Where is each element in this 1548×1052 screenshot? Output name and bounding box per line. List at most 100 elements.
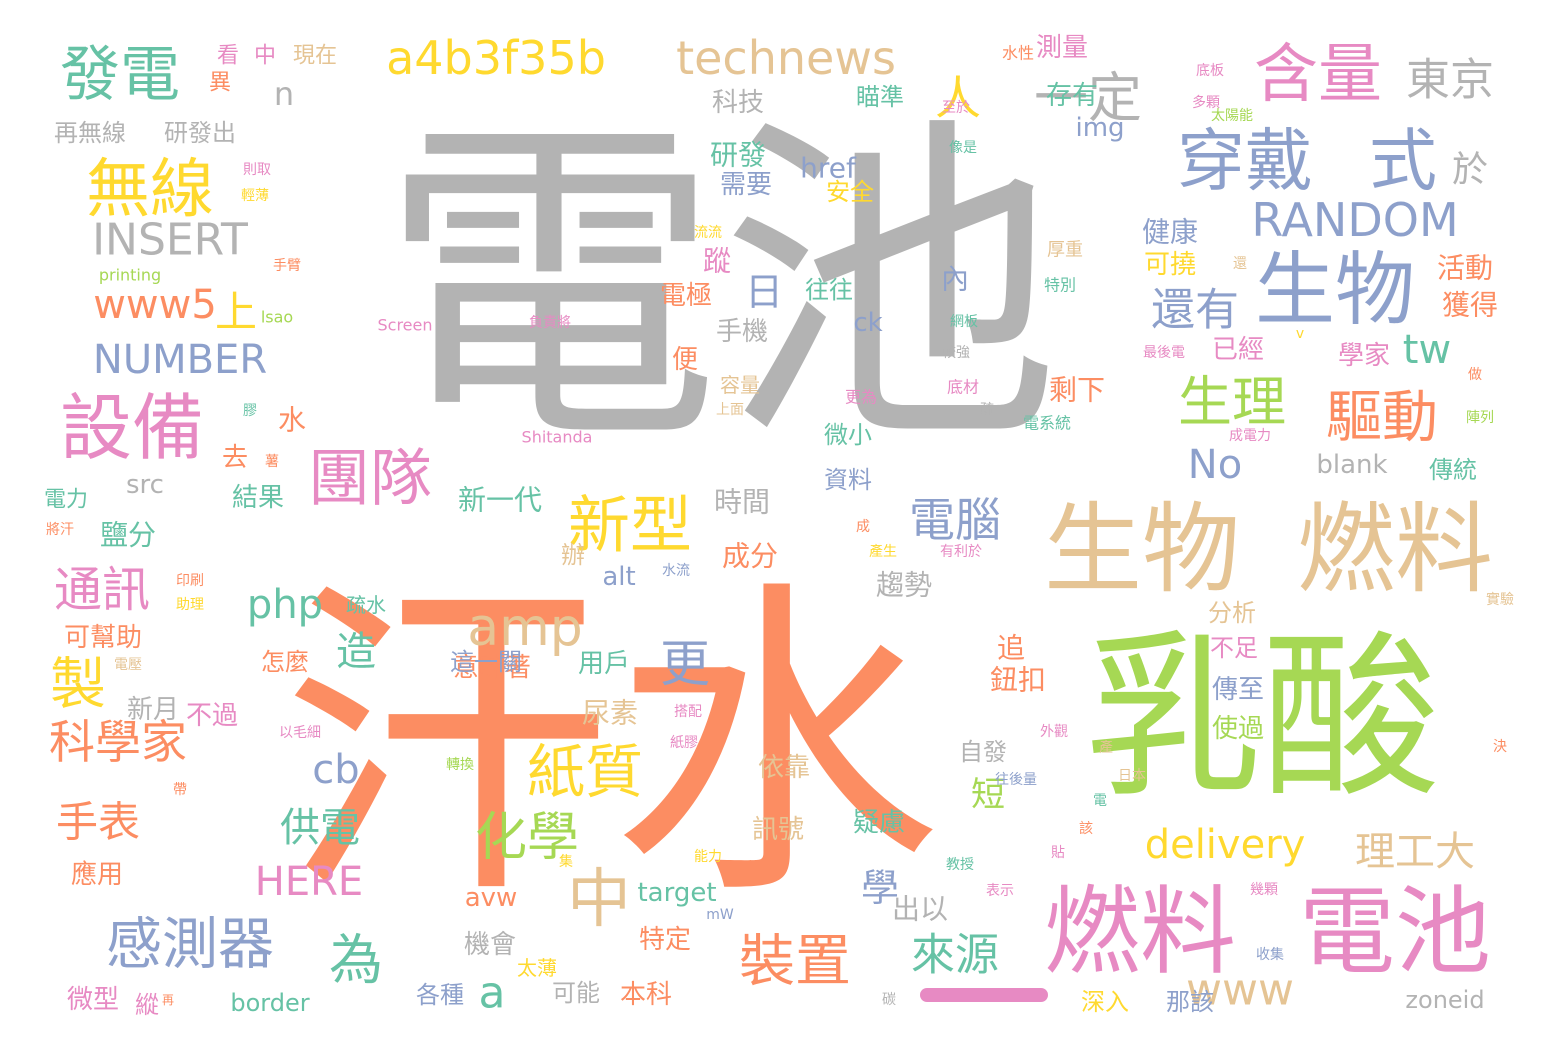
cloud-word: 則取 [243, 162, 271, 178]
cloud-word: 理工大 [1355, 829, 1475, 875]
cloud-word: 現在 [293, 44, 337, 69]
cloud-word: 薯 [265, 454, 279, 470]
cloud-word: 做 [1468, 367, 1482, 383]
cloud-word: 外觀 [1040, 724, 1068, 740]
cloud-word: technews [676, 31, 896, 85]
cloud-word: 能力 [694, 849, 722, 865]
cloud-word: 疏 [980, 402, 994, 418]
cloud-word: 像是 [949, 140, 977, 156]
cloud-word: 最後電 [1143, 345, 1185, 361]
cloud-word: 水 [278, 404, 306, 437]
cloud-word: 表示 [986, 883, 1014, 899]
cloud-word: 疏水 [346, 593, 386, 617]
cloud-word: 尿素 [582, 697, 638, 730]
cloud-word: 水流 [662, 563, 690, 579]
cloud-word: 電壓 [114, 657, 142, 673]
cloud-word: 疑慮 [853, 808, 905, 838]
cloud-word: 那該 [1166, 988, 1214, 1016]
cloud-word: 這一關 [450, 648, 522, 676]
cloud-word: blank [1316, 450, 1387, 480]
cloud-word: 內 [941, 263, 969, 296]
cloud-word: 無線 [86, 153, 214, 227]
cloud-word: 各種 [416, 981, 464, 1009]
cloud-word: src [126, 470, 164, 500]
cloud-word: 鈕扣 [990, 664, 1046, 697]
cloud-word: v [1296, 326, 1304, 342]
cloud-word: 還 [1233, 256, 1247, 272]
cloud-word: 安全 [826, 178, 874, 206]
cloud-word: 測量 [1036, 33, 1088, 63]
cloud-word: 電極 [660, 281, 712, 311]
cloud-word: 去 [222, 443, 248, 473]
cloud-word: 生理 [1178, 371, 1286, 434]
cloud-word: 健康 [1142, 216, 1198, 249]
cloud-word: 製 [50, 653, 106, 718]
cloud-word: 可幫助 [64, 623, 142, 653]
cloud-word: Shitanda [522, 428, 593, 447]
cloud-word: 手臂 [273, 258, 301, 274]
cloud-word: 產生 [869, 543, 897, 560]
cloud-word: 電系統 [1023, 414, 1071, 433]
cloud-word: 水性 [1002, 44, 1034, 63]
cloud-word: 鹽分 [100, 519, 156, 552]
cloud-word: 發電 [60, 40, 180, 110]
cloud-word: 活動 [1437, 252, 1493, 285]
cloud-word: 獲得 [1442, 289, 1498, 322]
cloud-word: 一定 [1034, 67, 1142, 130]
cloud-word: 多顆 [1192, 94, 1220, 111]
cloud-word: 為 [329, 929, 383, 992]
cloud-word: 電 [1093, 793, 1107, 809]
cloud-word: Screen [377, 316, 432, 335]
cloud-word: lsao [261, 308, 293, 327]
cloud-word: 再 [162, 993, 174, 1007]
cloud-word: 特別 [1044, 276, 1076, 295]
cloud-word: 燃料 [1297, 493, 1493, 607]
cloud-word: php [247, 582, 323, 628]
cloud-word: 教授 [946, 857, 974, 873]
cloud-word: 訊號 [752, 815, 804, 845]
cloud-word: 傳統 [1429, 456, 1477, 484]
cloud-word: 手表 [56, 798, 140, 847]
cloud-word: 本科 [620, 980, 672, 1010]
cloud-word: 可能 [552, 979, 600, 1007]
cloud-word: 以毛細 [279, 725, 321, 741]
cloud-word: 電力 [44, 488, 88, 513]
cloud-word: border [230, 989, 309, 1017]
cloud-word: 異 [209, 71, 231, 96]
cloud-word: 產 [1099, 739, 1113, 756]
cloud-word: 追 [997, 632, 1025, 665]
cloud-word: 資料 [824, 466, 872, 494]
cloud-word: 燃料 [1044, 876, 1236, 988]
cloud-word: 集 [559, 853, 573, 870]
cloud-word: 再無線 [54, 119, 126, 147]
cloud-word: INSERT [92, 215, 248, 266]
cloud-word: 轉換 [446, 757, 474, 773]
cloud-word: mW [706, 907, 734, 923]
cloud-word: img [1075, 113, 1124, 143]
cloud-word: 看 [217, 44, 239, 69]
cloud-word: 造 [336, 629, 376, 675]
cloud-word: 底材 [947, 378, 979, 397]
cloud-word: 團隊 [308, 442, 432, 515]
cloud-word: cb [312, 747, 359, 793]
cloud-word: 帶 [173, 782, 187, 798]
cloud-word: target [637, 878, 716, 908]
cloud-word: 不過 [186, 701, 238, 731]
cloud-word: 剩下 [1049, 374, 1105, 407]
cloud-word: 助理 [176, 597, 204, 613]
cloud-word: 微小 [824, 421, 872, 449]
cloud-word: 意味著 [453, 653, 531, 683]
cloud-word: tw [1403, 327, 1451, 373]
cloud-word: 含量 [1254, 38, 1382, 112]
cloud-word: 分析 [1208, 599, 1256, 627]
cloud-word: 至於 [942, 100, 970, 116]
cloud-word: 依靠 [758, 753, 810, 783]
cloud-word: 研發出 [164, 119, 236, 147]
cloud-word: HERE [255, 859, 363, 905]
cloud-word: 太薄 [517, 956, 557, 980]
cloud-word: 於 [1452, 150, 1488, 191]
cloud-word: 中 [567, 863, 631, 937]
cloud-word: 更 [660, 635, 710, 693]
